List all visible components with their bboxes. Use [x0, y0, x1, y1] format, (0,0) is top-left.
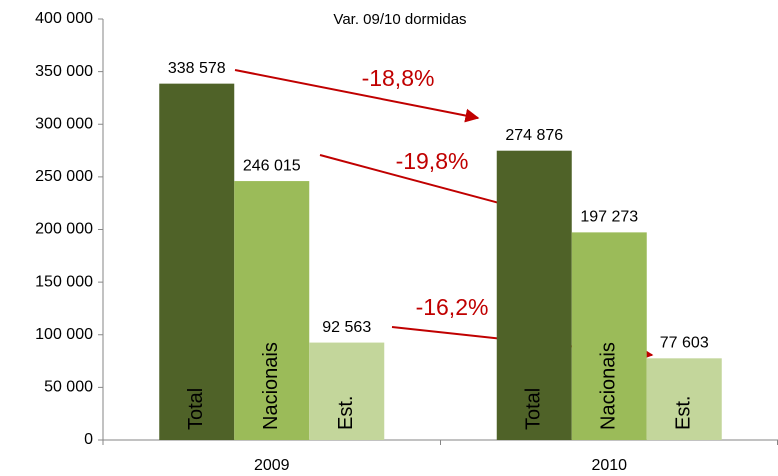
bar [646, 358, 722, 440]
bar [496, 150, 572, 441]
y-tick-label: 150 000 [35, 273, 93, 290]
y-tick-label: 300 000 [35, 115, 93, 132]
series-label: Nacionais [598, 342, 620, 430]
y-tick-label: 100 000 [35, 326, 93, 343]
y-tick-label: 200 000 [35, 221, 93, 238]
annotation: -16,2% [416, 294, 489, 320]
bar [159, 83, 235, 440]
series-label: Est. [335, 396, 357, 430]
series-label: Nacionais [260, 342, 282, 430]
data-label: 274 876 [505, 127, 563, 144]
x-tick-label: 2009 [254, 457, 290, 474]
bar [309, 342, 385, 440]
y-tick-label: 400 000 [35, 10, 93, 27]
y-tick-label: 350 000 [35, 63, 93, 80]
chart-title: Var. 09/10 dormidas [333, 11, 466, 28]
y-tick-label: 250 000 [35, 168, 93, 185]
y-tick-label: 0 [84, 431, 93, 448]
arrow [234, 69, 480, 123]
series-label: Total [185, 388, 207, 430]
annotation: -18,8% [362, 65, 435, 91]
series-label: Est. [673, 396, 695, 430]
data-label: 246 015 [243, 157, 301, 174]
data-label: 92 563 [322, 319, 371, 336]
y-tick-label: 50 000 [44, 379, 93, 396]
data-label: 338 578 [168, 60, 226, 77]
data-label: 197 273 [580, 209, 638, 226]
bar [234, 181, 310, 440]
annotation: -19,8% [396, 148, 469, 174]
x-tick-label: 2010 [591, 457, 627, 474]
data-label: 77 603 [660, 335, 709, 352]
series-label: Total [523, 388, 545, 430]
bar [571, 232, 647, 440]
